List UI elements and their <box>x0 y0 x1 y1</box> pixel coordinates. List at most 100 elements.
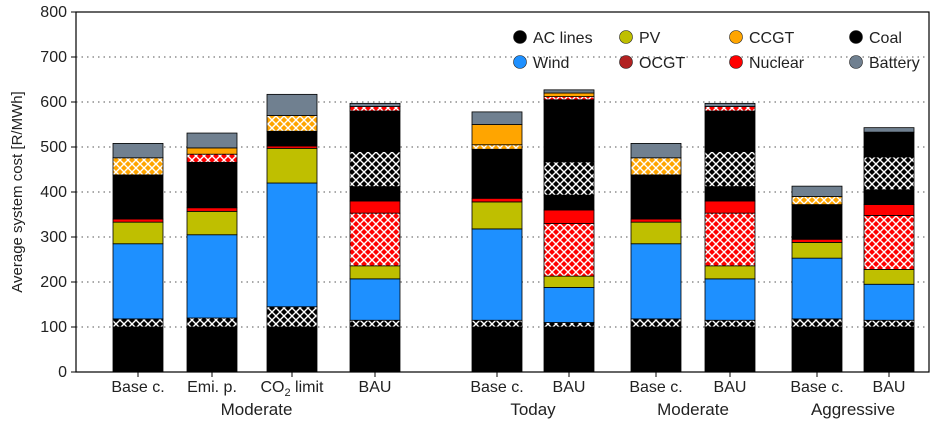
x-tick-label: Base c. <box>470 379 523 396</box>
bar-segment-wind <box>349 278 401 321</box>
legend-item: PV <box>619 30 661 47</box>
bar-segment-ac-lines <box>630 318 682 328</box>
x-tick-label: BAU <box>714 379 747 396</box>
legend-label: Wind <box>533 55 569 72</box>
bar-segment-nuclear <box>349 106 401 112</box>
bar-segment-coal <box>863 131 915 158</box>
bar-segment-ac-lines <box>471 326 523 373</box>
bar-segment-wind <box>471 228 523 321</box>
bar-segment-battery <box>704 102 756 107</box>
legend-item: Nuclear <box>729 55 805 72</box>
bar-segment-nuclear <box>543 223 595 277</box>
bar-segment-coal <box>471 148 523 199</box>
x-tick-label: Base c. <box>111 379 164 396</box>
bar-segment-coal <box>630 174 682 220</box>
bar-segment-ac-lines <box>112 318 164 328</box>
y-tick-label: 500 <box>40 139 67 156</box>
bar-segment-battery <box>863 127 915 133</box>
bar-segment-pv <box>349 265 401 280</box>
bar-segment-ccgt <box>543 92 595 97</box>
group-label: Moderate <box>657 400 729 419</box>
y-tick-label: 200 <box>40 274 67 291</box>
bar-segment-ac-lines <box>349 319 401 328</box>
bar-segment-battery <box>349 102 401 107</box>
bar-segment-ac-lines <box>266 306 318 328</box>
bar-segment-nuclear <box>791 238 843 243</box>
gridlines <box>76 56 929 328</box>
bar-segment-battery <box>471 111 523 125</box>
y-tick-label: 300 <box>40 229 67 246</box>
bar-segment-nuclear <box>630 218 682 223</box>
legend-marker <box>619 30 633 44</box>
bar-segment-ac-lines <box>112 326 164 373</box>
bar-segment-pv <box>863 268 915 285</box>
bar-segment-battery <box>186 132 238 149</box>
bar-segment-wind <box>704 278 756 321</box>
x-tick-label: BAU <box>873 379 906 396</box>
bar-segment-coal <box>863 156 915 191</box>
bar-segment-wind <box>791 257 843 320</box>
bar-segment-coal <box>349 110 401 152</box>
y-tick-label: 0 <box>58 364 67 381</box>
legend-item: CCGT <box>729 30 795 47</box>
bar-segment-ac-lines <box>704 326 756 373</box>
bar-segment-battery <box>630 142 682 159</box>
bar-segment-nuclear <box>471 197 523 203</box>
legend-item: OCGT <box>619 55 685 72</box>
bar-segment-nuclear <box>863 204 915 216</box>
x-tick-label: Base c. <box>629 379 682 396</box>
bar-segment-pv <box>186 210 238 236</box>
bar-segment-ac-lines <box>266 326 318 373</box>
bar-segment-battery <box>266 93 318 116</box>
bar-segment-nuclear <box>112 218 164 223</box>
bar-segment-nuclear <box>863 214 915 270</box>
bar-segment-coal <box>266 130 318 147</box>
bar-segment-pv <box>704 265 756 280</box>
bar-segment-coal <box>543 161 595 196</box>
bar-segment-coal <box>704 110 756 152</box>
group-label: Today <box>510 400 556 419</box>
bar-segment-ac-lines <box>863 326 915 373</box>
bar-segment-coal <box>704 151 756 187</box>
legend-marker <box>619 55 633 69</box>
bar-segment-ac-lines <box>791 318 843 328</box>
legend-label: OCGT <box>639 55 685 72</box>
bar-segment-ac-lines <box>186 317 238 328</box>
bar-segment-ccgt <box>266 115 318 132</box>
legend-label: Battery <box>869 55 920 72</box>
bar-segment-pv <box>543 275 595 288</box>
bar-segment-nuclear <box>186 153 238 163</box>
bar-segment-nuclear <box>543 209 595 224</box>
bar-segment-battery <box>791 185 843 197</box>
legend-marker <box>729 55 743 69</box>
y-tick-label: 600 <box>40 94 67 111</box>
legend-marker <box>513 30 527 44</box>
bar-stack <box>349 102 401 373</box>
legend-label: AC lines <box>533 30 593 47</box>
legend-item: Wind <box>513 55 569 72</box>
bar-segment-ccgt <box>471 144 523 150</box>
x-tick-label: CO2 limit <box>260 379 324 399</box>
bar-segment-nuclear <box>704 106 756 112</box>
bar-segment-coal <box>349 186 401 202</box>
bar-segment-nuclear <box>704 200 756 214</box>
bars <box>112 89 915 373</box>
bar-segment-wind <box>630 243 682 320</box>
legend-marker <box>849 55 863 69</box>
bar-segment-ac-lines <box>349 326 401 373</box>
bar-segment-coal <box>863 189 915 205</box>
bar-segment-ac-lines <box>630 326 682 373</box>
legend-item: Coal <box>849 30 902 47</box>
bar-segment-ccgt <box>112 157 164 176</box>
group-label: Aggressive <box>811 400 895 419</box>
bar-stack <box>630 142 682 373</box>
bar-stack <box>471 111 523 373</box>
bar-segment-battery <box>543 89 595 94</box>
legend-label: CCGT <box>749 30 795 47</box>
bar-segment-pv <box>266 147 318 184</box>
bar-stack <box>543 89 595 373</box>
bar-segment-wind <box>186 234 238 319</box>
bar-segment-ac-lines <box>543 326 595 373</box>
bar-segment-ac-lines <box>791 326 843 373</box>
